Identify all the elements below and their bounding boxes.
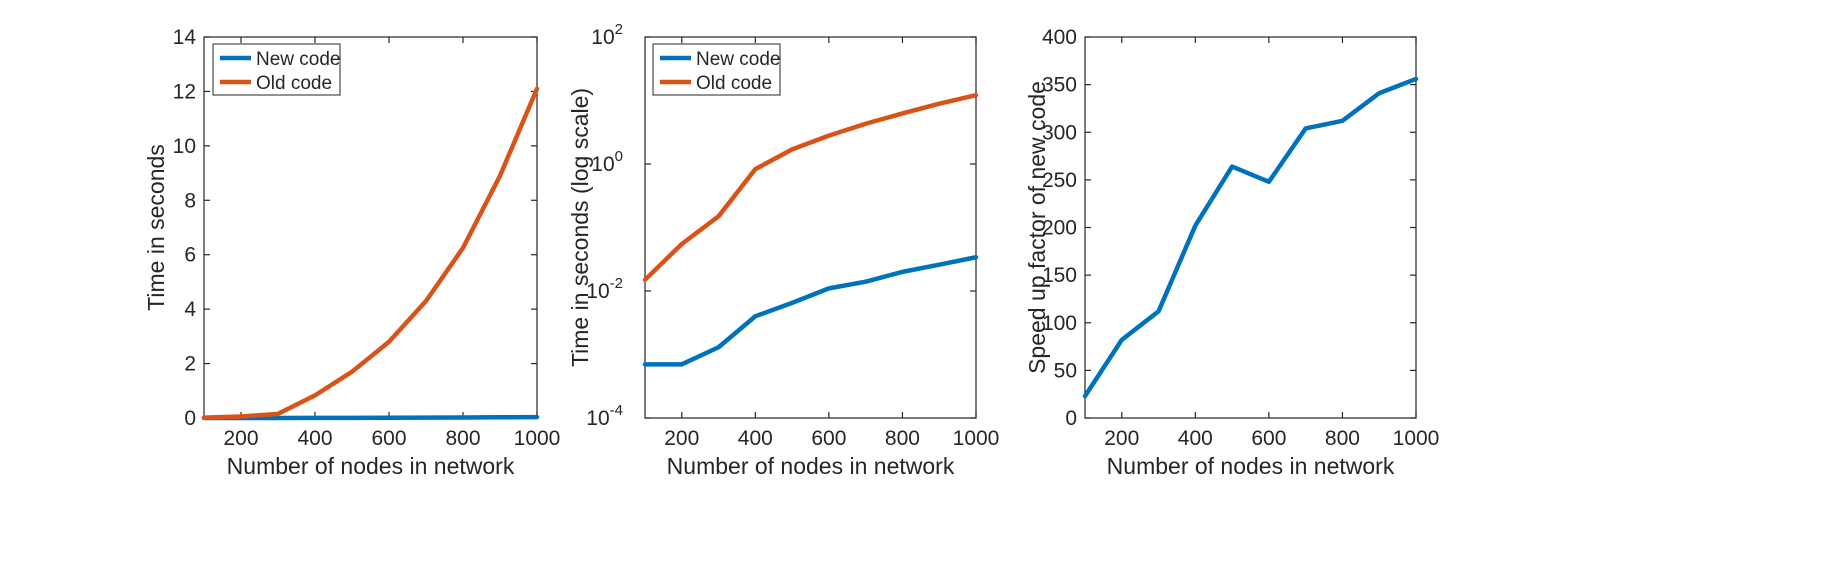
x-tick-label: 1000 <box>953 427 1000 450</box>
axes-box <box>644 36 977 419</box>
chart-panel-2: 200 400 600 800 1000 10-4 10-2 100 102 Number of … <box>567 21 999 479</box>
x-tick-label: 400 <box>297 427 332 450</box>
y-tick-label: 2 <box>184 353 196 376</box>
y-tick-label: 4 <box>184 298 196 321</box>
x-tick-label: 600 <box>1251 427 1286 450</box>
y-tick-label: 350 <box>1042 74 1077 97</box>
x-tick-label: 200 <box>1104 427 1139 450</box>
series-line-old-code <box>201 86 540 420</box>
y-tick-label: 14 <box>173 26 197 49</box>
y-tick-label: 50 <box>1054 359 1077 382</box>
series-line-new-code <box>642 255 979 367</box>
y-tick-label: 0 <box>184 407 196 430</box>
series-line-speedup <box>1082 76 1419 399</box>
axes-box <box>1084 36 1417 419</box>
y-tick-label: 400 <box>1042 26 1077 49</box>
series-line-old-code <box>642 92 979 283</box>
legend-box <box>652 43 781 96</box>
x-tick-label: 1000 <box>1393 427 1440 450</box>
x-tick-label: 600 <box>371 427 406 450</box>
y-tick-label: 12 <box>173 80 196 103</box>
y-tick-label: 100 <box>1042 312 1077 335</box>
legend-label: Old code <box>256 73 332 94</box>
y-axis-label: Time in seconds <box>143 144 169 311</box>
y-tick-label: 6 <box>184 244 196 267</box>
y-tick-label: 0 <box>1065 407 1077 430</box>
legend: New code Old code <box>212 43 341 96</box>
x-axis-label: Number of nodes in network <box>667 453 955 479</box>
x-tick-label: 1000 <box>514 427 561 450</box>
x-tick-label: 400 <box>738 427 773 450</box>
x-tick-label: 800 <box>885 427 920 450</box>
y-tick-label: 200 <box>1042 217 1077 240</box>
x-axis-label: Number of nodes in network <box>1107 453 1395 479</box>
y-tick-label: 102 <box>591 21 623 49</box>
y-tick-label: 10-4 <box>586 402 623 430</box>
y-tick-label: 10 <box>173 135 196 158</box>
x-tick-label: 800 <box>445 427 480 450</box>
x-axis-label: Number of nodes in network <box>227 453 515 479</box>
y-tick-label: 10-2 <box>586 275 623 303</box>
y-tick-label: 250 <box>1042 169 1077 192</box>
y-axis-label: Speed up factor of new code <box>1024 81 1050 374</box>
y-tick-label: 8 <box>184 189 196 212</box>
chart-panel-1: 200 400 600 800 1000 0 2 4 6 8 10 12 14 Number of nod… <box>143 26 560 479</box>
x-tick-label: 800 <box>1325 427 1360 450</box>
chart-panel-3: 200 400 600 800 1000 0 50 100 150 200 250 300 350 400… <box>1024 26 1439 479</box>
y-tick-label: 150 <box>1042 264 1077 287</box>
y-tick-label: 100 <box>591 148 623 176</box>
legend: New code Old code <box>652 43 781 96</box>
legend-label: Old code <box>696 73 772 94</box>
legend-label: New code <box>696 49 781 70</box>
legend-box <box>212 43 341 96</box>
x-tick-label: 200 <box>223 427 258 450</box>
series-line-new-code <box>201 414 540 421</box>
legend-label: New code <box>256 49 341 70</box>
y-axis-label: Time in seconds (log scale) <box>567 88 593 367</box>
y-tick-label: 300 <box>1042 121 1077 144</box>
x-tick-label: 400 <box>1178 427 1213 450</box>
x-tick-label: 600 <box>811 427 846 450</box>
x-tick-label: 200 <box>664 427 699 450</box>
